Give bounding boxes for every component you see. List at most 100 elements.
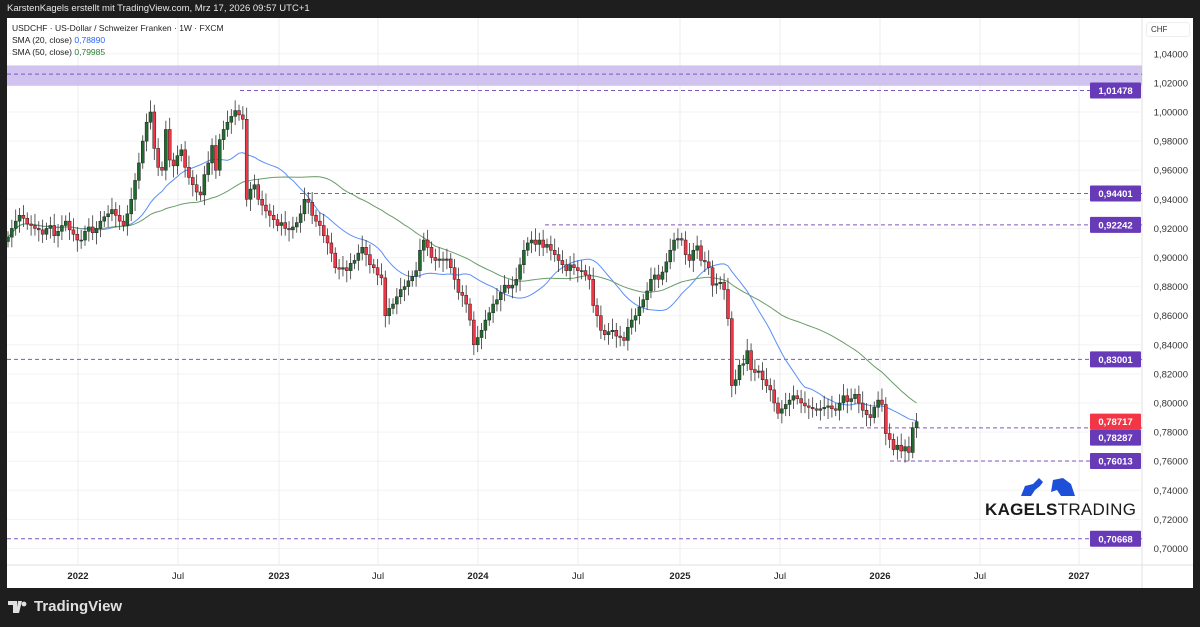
candle-down	[283, 222, 287, 229]
tradingview-icon	[8, 600, 27, 613]
candle-down	[372, 264, 376, 268]
candle-down	[314, 215, 318, 222]
time-tick-label: Jul	[172, 571, 184, 582]
candle-up	[783, 404, 788, 410]
candle-up	[791, 395, 796, 401]
candle-up	[60, 225, 64, 232]
time-tick-label: Jul	[974, 571, 986, 582]
candle-down	[464, 295, 468, 305]
symbol-title[interactable]: USDCHF · US-Dollar / Schweizer Franken ·…	[12, 23, 224, 33]
sma50-legend[interactable]: SMA (50, close) 0,79985	[12, 46, 224, 58]
candle-up	[745, 350, 749, 364]
candle-up	[164, 129, 168, 171]
chart-panel[interactable]	[7, 18, 1193, 588]
candle-up	[841, 395, 846, 404]
candle-up	[348, 263, 353, 271]
candle-up	[398, 289, 403, 298]
candle-up	[502, 284, 507, 293]
candle-down	[799, 398, 803, 404]
candle-up	[737, 364, 742, 380]
candle-up	[64, 220, 68, 226]
price-tick-label: 0,78000	[1154, 428, 1188, 439]
price-badge-label: 0,78717	[1098, 417, 1132, 428]
candle-up	[445, 258, 449, 261]
candle-up	[664, 261, 669, 273]
tradingview-logo[interactable]: TradingView	[8, 598, 122, 615]
candle-down	[429, 247, 434, 258]
kagels-trading-logo: KAGELSTRADING	[985, 478, 1136, 520]
candle-up	[133, 180, 137, 200]
candle-up	[248, 188, 253, 200]
candle-down	[687, 254, 692, 261]
candle-down	[868, 414, 873, 418]
candle-down	[576, 267, 580, 271]
candle-up	[129, 199, 133, 215]
candle-up	[295, 222, 299, 228]
candle-up	[491, 303, 495, 314]
candle-up	[911, 427, 915, 453]
candle-down	[183, 149, 187, 168]
candle-up	[144, 121, 149, 142]
candle-down	[121, 220, 126, 226]
candle-down	[425, 239, 430, 248]
candle-up	[691, 249, 696, 261]
candle-up	[44, 228, 49, 235]
candle-up	[141, 140, 145, 164]
candle-up	[13, 220, 18, 229]
candle-up	[668, 249, 672, 263]
candle-up	[479, 330, 484, 338]
candle-down	[564, 264, 568, 271]
candle-down	[156, 148, 160, 168]
price-badge-label: 0,92242	[1098, 220, 1132, 231]
candle-up	[695, 245, 699, 251]
candle-up	[672, 239, 676, 251]
candle-down	[383, 277, 388, 316]
candle-up	[568, 264, 572, 271]
price-tick-label: 1,02000	[1154, 78, 1188, 89]
candle-down	[595, 305, 599, 316]
time-tick-label: 2025	[669, 571, 691, 582]
sma20-line	[7, 152, 917, 422]
candle-up	[510, 284, 515, 289]
candle-up	[872, 407, 876, 418]
currency-selector[interactable]: CHF	[1146, 22, 1190, 37]
candle-down	[441, 258, 445, 261]
time-tick-label: 2024	[467, 571, 489, 582]
candle-down	[275, 219, 280, 226]
candle-up	[229, 116, 234, 123]
candle-down	[187, 167, 191, 178]
candle-down	[379, 274, 384, 279]
candle-down	[830, 405, 834, 410]
candle-up	[298, 213, 303, 223]
candle-down	[891, 439, 896, 450]
price-tick-label: 0,88000	[1154, 282, 1188, 293]
candle-up	[853, 394, 857, 399]
candle-up	[876, 399, 880, 408]
candle-up	[660, 271, 665, 280]
candle-up	[529, 239, 534, 244]
candle-down	[40, 229, 45, 235]
price-tick-label: 0,76000	[1154, 457, 1188, 468]
candle-up	[402, 286, 407, 290]
candle-down	[753, 369, 757, 373]
candle-down	[810, 407, 815, 410]
chart-attribution: KarstenKagels erstellt mit TradingView.c…	[7, 3, 310, 14]
candle-down	[33, 225, 37, 229]
candle-up	[475, 337, 480, 346]
price-badge-label: 0,83001	[1098, 355, 1133, 366]
time-tick-label: 2026	[869, 571, 890, 582]
candle-down	[325, 235, 330, 244]
candle-up	[406, 280, 411, 287]
candle-down	[599, 315, 603, 331]
candle-down	[857, 394, 861, 404]
candle-down	[37, 228, 41, 231]
candle-down	[117, 215, 122, 222]
candle-down	[433, 257, 438, 261]
candle-up	[895, 444, 900, 450]
candle-down	[710, 267, 715, 286]
candle-down	[75, 233, 80, 241]
candle-down	[730, 318, 734, 386]
candle-down	[452, 267, 457, 280]
sma20-legend[interactable]: SMA (20, close) 0,78890	[12, 34, 224, 46]
